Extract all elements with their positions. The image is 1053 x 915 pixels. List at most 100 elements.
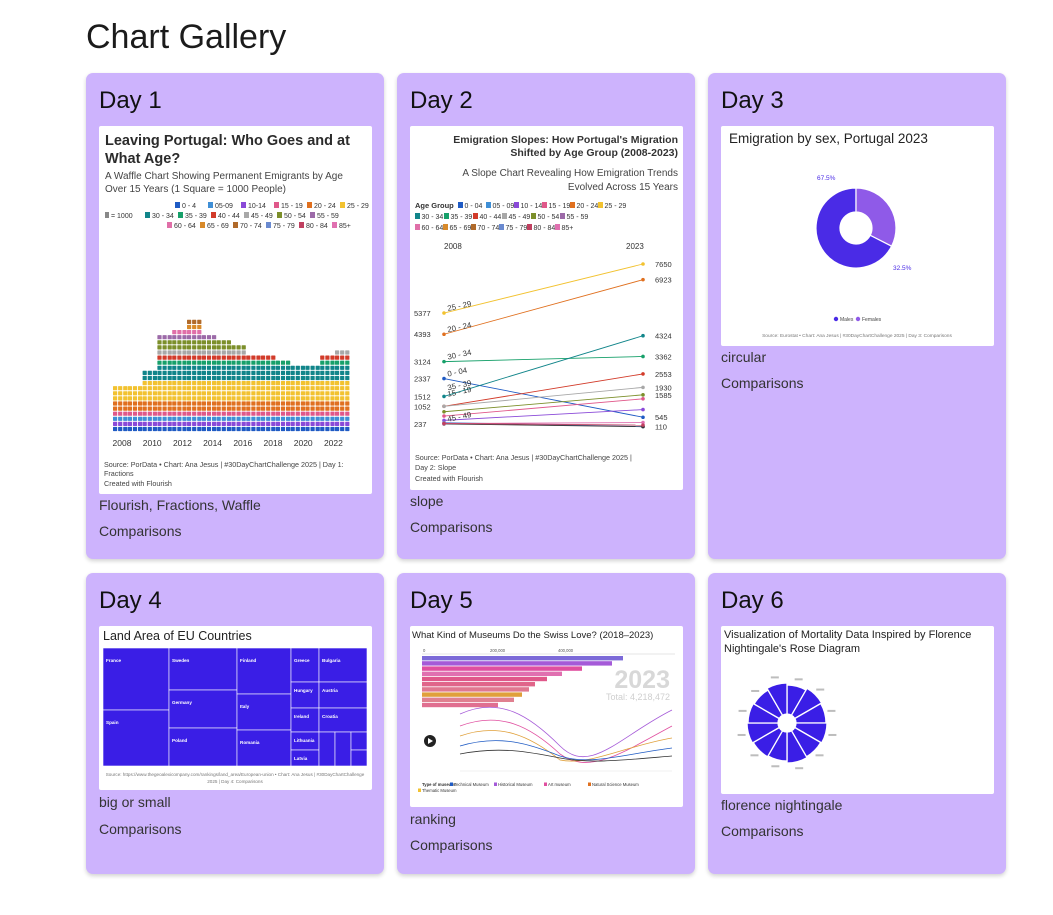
waffle-square (113, 396, 118, 401)
legend-swatch (175, 202, 180, 208)
waffle-square (157, 350, 162, 355)
waffle-square (261, 416, 266, 421)
waffle-square (221, 386, 226, 391)
waffle-square (280, 406, 286, 411)
waffle-square (280, 426, 286, 432)
waffle-square (201, 345, 206, 350)
x-start-label: 2008 (444, 242, 462, 251)
waffle-square (231, 370, 236, 375)
left-value: 4393 (414, 330, 431, 339)
waffle-square (216, 396, 221, 401)
waffle-square (162, 426, 167, 432)
chart-thumbnail-rose[interactable]: Visualization of Mortality Data Inspired… (721, 626, 994, 794)
treemap-tile (236, 729, 292, 767)
waffle-square (320, 406, 325, 411)
waffle-square (162, 365, 167, 370)
waffle-square (177, 381, 182, 386)
waffle-square (182, 426, 187, 432)
waffle-square (192, 350, 197, 355)
slope-line (443, 394, 644, 413)
waffle-square (280, 381, 286, 386)
waffle-square (221, 370, 226, 375)
legend-swatch (415, 213, 420, 219)
chart-thumbnail-donut[interactable]: Emigration by sex, Portugal 2023 67.5% 32… (721, 126, 994, 346)
chart-card-day-5[interactable]: Day 5 What Kind of Museums Do the Swiss … (397, 573, 695, 874)
thumb-title-line2: Shifted by Age Group (2008-2023) (510, 147, 678, 159)
waffle-square (177, 411, 182, 416)
card-category: Comparisons (721, 823, 804, 839)
waffle-square (256, 391, 261, 396)
waffle-square (201, 426, 206, 432)
slope-point-start (442, 359, 446, 364)
waffle-square (206, 365, 212, 370)
waffle-square (335, 360, 340, 365)
legend-label: Historical Museum (498, 782, 533, 787)
waffle-square (187, 370, 192, 375)
waffle-square (345, 360, 350, 365)
waffle-square (266, 426, 271, 432)
legend-label: 65 - 69 (207, 223, 229, 230)
waffle-square (271, 381, 276, 386)
waffle-square (236, 350, 241, 355)
chart-card-day-6[interactable]: Day 6 Visualization of Mortality Data In… (708, 573, 1006, 874)
waffle-square (286, 406, 291, 411)
waffle-square (261, 381, 266, 386)
thumb-title-line2: What Age? (105, 151, 180, 167)
waffle-square (310, 426, 315, 432)
treemap-tile (290, 707, 320, 733)
waffle-square (172, 401, 177, 406)
waffle-square (256, 411, 261, 416)
waffle-square (325, 416, 330, 421)
waffle-square (142, 391, 147, 396)
waffle-square (236, 396, 241, 401)
waffle-square (187, 391, 192, 396)
waffle-square (300, 426, 305, 432)
legend-swatch (570, 202, 575, 208)
rose-wedge (766, 682, 788, 717)
waffle-square (275, 391, 280, 396)
waffle-square (138, 426, 143, 432)
waffle-square (197, 411, 202, 416)
waffle-square (310, 365, 315, 370)
chart-thumbnail-treemap[interactable]: Land Area of EU Countries France Spain Swe… (99, 626, 372, 790)
legend-label: 15 - 19 (281, 203, 303, 210)
waffle-square (212, 381, 217, 386)
waffle-square (335, 381, 340, 386)
chart-card-day-3[interactable]: Day 3 Emigration by sex, Portugal 2023 6… (708, 73, 1006, 559)
chart-thumbnail-ranking[interactable]: What Kind of Museums Do the Swiss Love? … (410, 626, 683, 807)
waffle-square (182, 350, 187, 355)
waffle-square (305, 411, 310, 416)
waffle-square (295, 375, 300, 381)
waffle-square (241, 411, 246, 416)
waffle-square (142, 416, 147, 421)
waffle-square (280, 365, 286, 370)
x-tick-label: 2008 (113, 438, 132, 448)
thumb-source-line1: Source: PorData • Chart: Ana Jesus | #30… (415, 453, 632, 462)
waffle-square (192, 330, 197, 335)
waffle-square (192, 375, 197, 381)
chart-card-day-1[interactable]: Day 1 Leaving Portugal: Who Goes and at … (86, 73, 384, 559)
waffle-square (197, 375, 202, 381)
legend-swatch (244, 212, 249, 218)
waffle-square (127, 396, 132, 401)
waffle-square (157, 421, 162, 426)
chart-thumbnail-slope[interactable]: Emigration Slopes: How Portugal's Migrat… (410, 126, 683, 490)
legend-swatch (167, 222, 172, 228)
chart-card-day-4[interactable]: Day 4 Land Area of EU Countries France Sp… (86, 573, 384, 874)
waffle-square (261, 421, 266, 426)
waffle-square (132, 406, 138, 411)
waffle-square (295, 421, 300, 426)
waffle-square (295, 370, 300, 375)
slope-point-end (641, 397, 645, 401)
thumb-subtitle-line1: A Waffle Chart Showing Permanent Emigran… (105, 171, 343, 182)
chart-card-day-2[interactable]: Day 2 Emigration Slopes: How Portugal's … (397, 73, 695, 559)
legend-swatch (274, 202, 279, 208)
waffle-square (187, 401, 192, 406)
waffle-square (335, 370, 340, 375)
waffle-square (256, 365, 261, 370)
chart-thumbnail-waffle[interactable]: Leaving Portugal: Who Goes and at What A… (99, 126, 372, 494)
waffle-square (305, 426, 310, 432)
waffle-square (132, 386, 138, 391)
waffle-square (251, 381, 256, 386)
waffle-square (266, 365, 271, 370)
